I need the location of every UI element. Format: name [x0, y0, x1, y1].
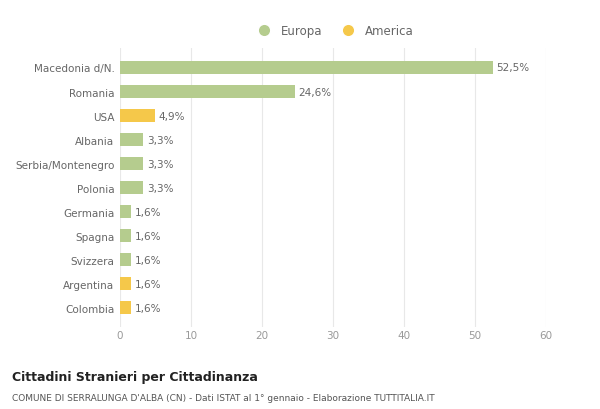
Text: 1,6%: 1,6% [135, 255, 161, 265]
Text: 1,6%: 1,6% [135, 207, 161, 217]
Bar [120, 182, 143, 195]
Bar [120, 229, 131, 243]
Text: 1,6%: 1,6% [135, 231, 161, 241]
Text: 3,3%: 3,3% [147, 159, 173, 169]
Bar [120, 110, 155, 123]
Legend: Europa, America: Europa, America [249, 22, 417, 42]
Text: 52,5%: 52,5% [496, 63, 529, 73]
Text: 3,3%: 3,3% [147, 135, 173, 145]
Bar [120, 157, 143, 171]
Bar [120, 205, 131, 219]
Text: 1,6%: 1,6% [135, 279, 161, 289]
Bar [120, 134, 143, 147]
Text: 24,6%: 24,6% [298, 87, 331, 97]
Bar [120, 254, 131, 267]
Bar [120, 86, 295, 99]
Bar [120, 277, 131, 290]
Text: COMUNE DI SERRALUNGA D'ALBA (CN) - Dati ISTAT al 1° gennaio - Elaborazione TUTTI: COMUNE DI SERRALUNGA D'ALBA (CN) - Dati … [12, 393, 434, 402]
Text: 1,6%: 1,6% [135, 303, 161, 313]
Text: Cittadini Stranieri per Cittadinanza: Cittadini Stranieri per Cittadinanza [12, 370, 258, 383]
Text: 4,9%: 4,9% [158, 111, 185, 121]
Text: 3,3%: 3,3% [147, 183, 173, 193]
Bar [120, 301, 131, 315]
Bar [120, 62, 493, 75]
